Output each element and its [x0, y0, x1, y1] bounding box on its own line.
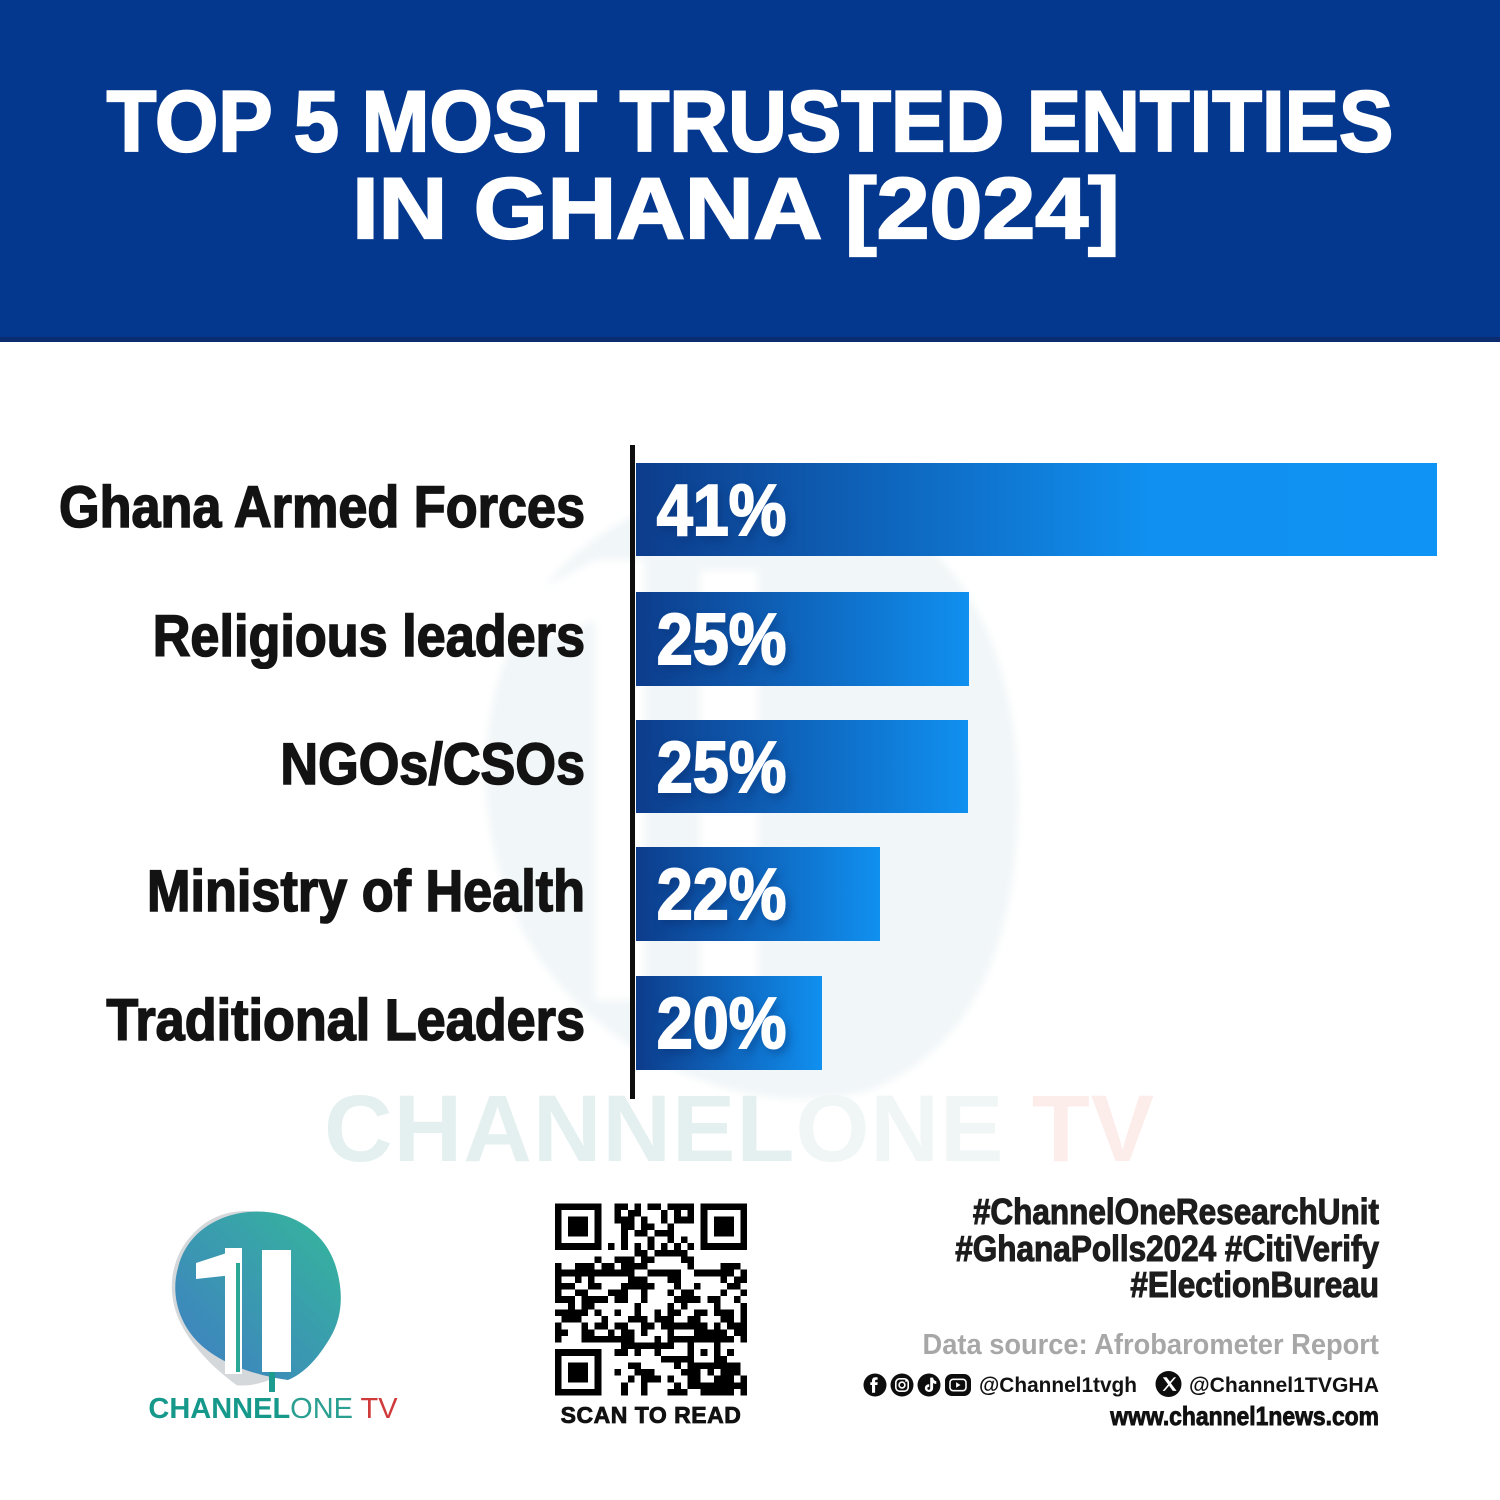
svg-text:@Channel1TVGHA: @Channel1TVGHA	[1189, 1373, 1379, 1397]
svg-text:@Channel1tvgh: @Channel1tvgh	[979, 1373, 1137, 1397]
